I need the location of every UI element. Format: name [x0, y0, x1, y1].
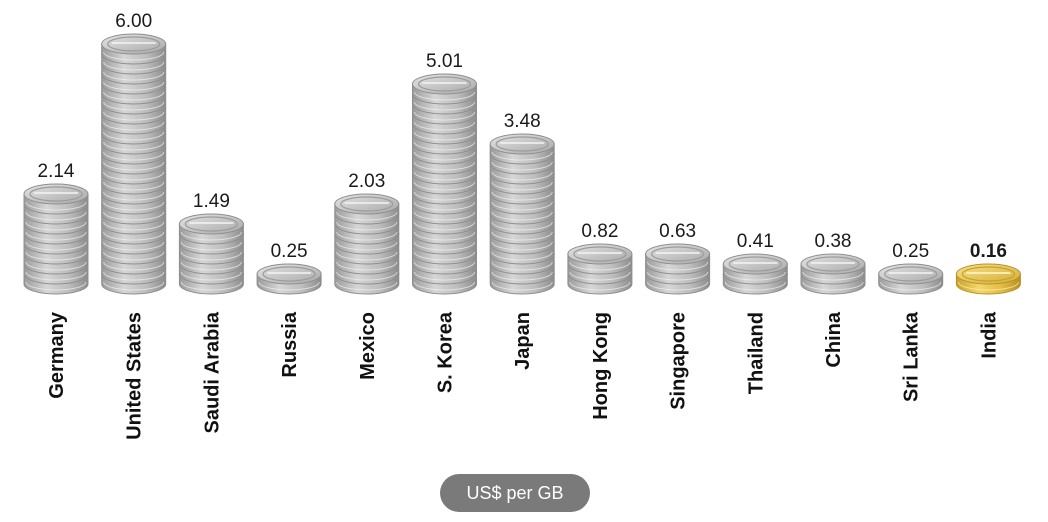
unit-badge: US$ per GB: [440, 474, 590, 512]
value-label-hong-kong: 0.82: [581, 221, 618, 242]
category-label-japan: Japan: [512, 312, 534, 370]
coin-stack-sri-lanka: [878, 263, 944, 295]
coin-top-face: [645, 243, 711, 265]
value-label-germany: 2.14: [38, 161, 75, 182]
coin-stack-thailand: [722, 253, 788, 295]
coin-stack-s-korea: [412, 73, 477, 295]
coin-top-face: [256, 263, 322, 285]
value-label-mexico: 2.03: [348, 171, 385, 192]
value-label-singapore: 0.63: [659, 221, 696, 242]
category-label-singapore: Singapore: [668, 312, 690, 410]
coin-stack-japan: [489, 133, 555, 295]
category-label-mexico: Mexico: [357, 312, 379, 380]
category-label-germany: Germany: [46, 311, 68, 399]
coin-top-face: [23, 183, 89, 205]
value-label-s-korea: 5.01: [426, 51, 463, 72]
coin-stack-united-states: [101, 33, 167, 295]
value-label-china: 0.38: [815, 231, 852, 252]
value-label-japan: 3.48: [504, 111, 541, 132]
value-label-russia: 0.25: [271, 241, 308, 262]
coin-top-face: [567, 243, 633, 265]
category-label-s-korea: S. Korea: [435, 311, 457, 393]
coin-stack-singapore: [645, 243, 711, 295]
value-label-sri-lanka: 0.25: [892, 241, 929, 262]
category-label-india: India: [978, 311, 1000, 359]
value-label-india: 0.16: [970, 241, 1007, 262]
category-label-russia: Russia: [279, 311, 301, 377]
category-labels: Germany United States Saudi Arabia Russia Me…: [46, 311, 1000, 440]
coin-stack-mexico: [334, 193, 400, 295]
coin-stack-germany: [23, 183, 89, 295]
coin-top-face: [800, 253, 866, 275]
value-label-thailand: 0.41: [737, 231, 774, 252]
value-label-saudi-arabia: 1.49: [193, 191, 230, 212]
category-label-united-states: United States: [124, 312, 146, 440]
coin-stack-hong-kong: [567, 243, 633, 295]
category-label-hong-kong: Hong Kong: [590, 312, 612, 420]
coin-top-face: [878, 263, 944, 285]
coin-stack-russia: [256, 263, 322, 295]
coin-top-face: [489, 133, 555, 155]
coin-top-face: [178, 213, 244, 235]
coin-top-face: [101, 33, 167, 55]
coin-top-face: [955, 263, 1021, 285]
category-label-china: China: [823, 311, 845, 367]
category-label-saudi-arabia: Saudi Arabia: [201, 311, 223, 433]
coin-top-face: [722, 253, 788, 275]
value-labels: 2.14 6.00 1.49 0.25 2.03 5.01 3.48 0.82 0.63 0.41…: [38, 11, 1007, 262]
coin-stack-saudi-arabia: [178, 213, 244, 295]
value-label-united-states: 6.00: [115, 11, 152, 32]
coin-top-face: [412, 73, 477, 95]
category-label-thailand: Thailand: [745, 312, 767, 394]
coin-stacks: [23, 33, 1021, 295]
coin-top-face: [334, 193, 400, 215]
category-label-sri-lanka: Sri Lanka: [901, 311, 923, 402]
coin-stack-china: [800, 253, 866, 295]
coin-stack-india: [955, 263, 1021, 295]
